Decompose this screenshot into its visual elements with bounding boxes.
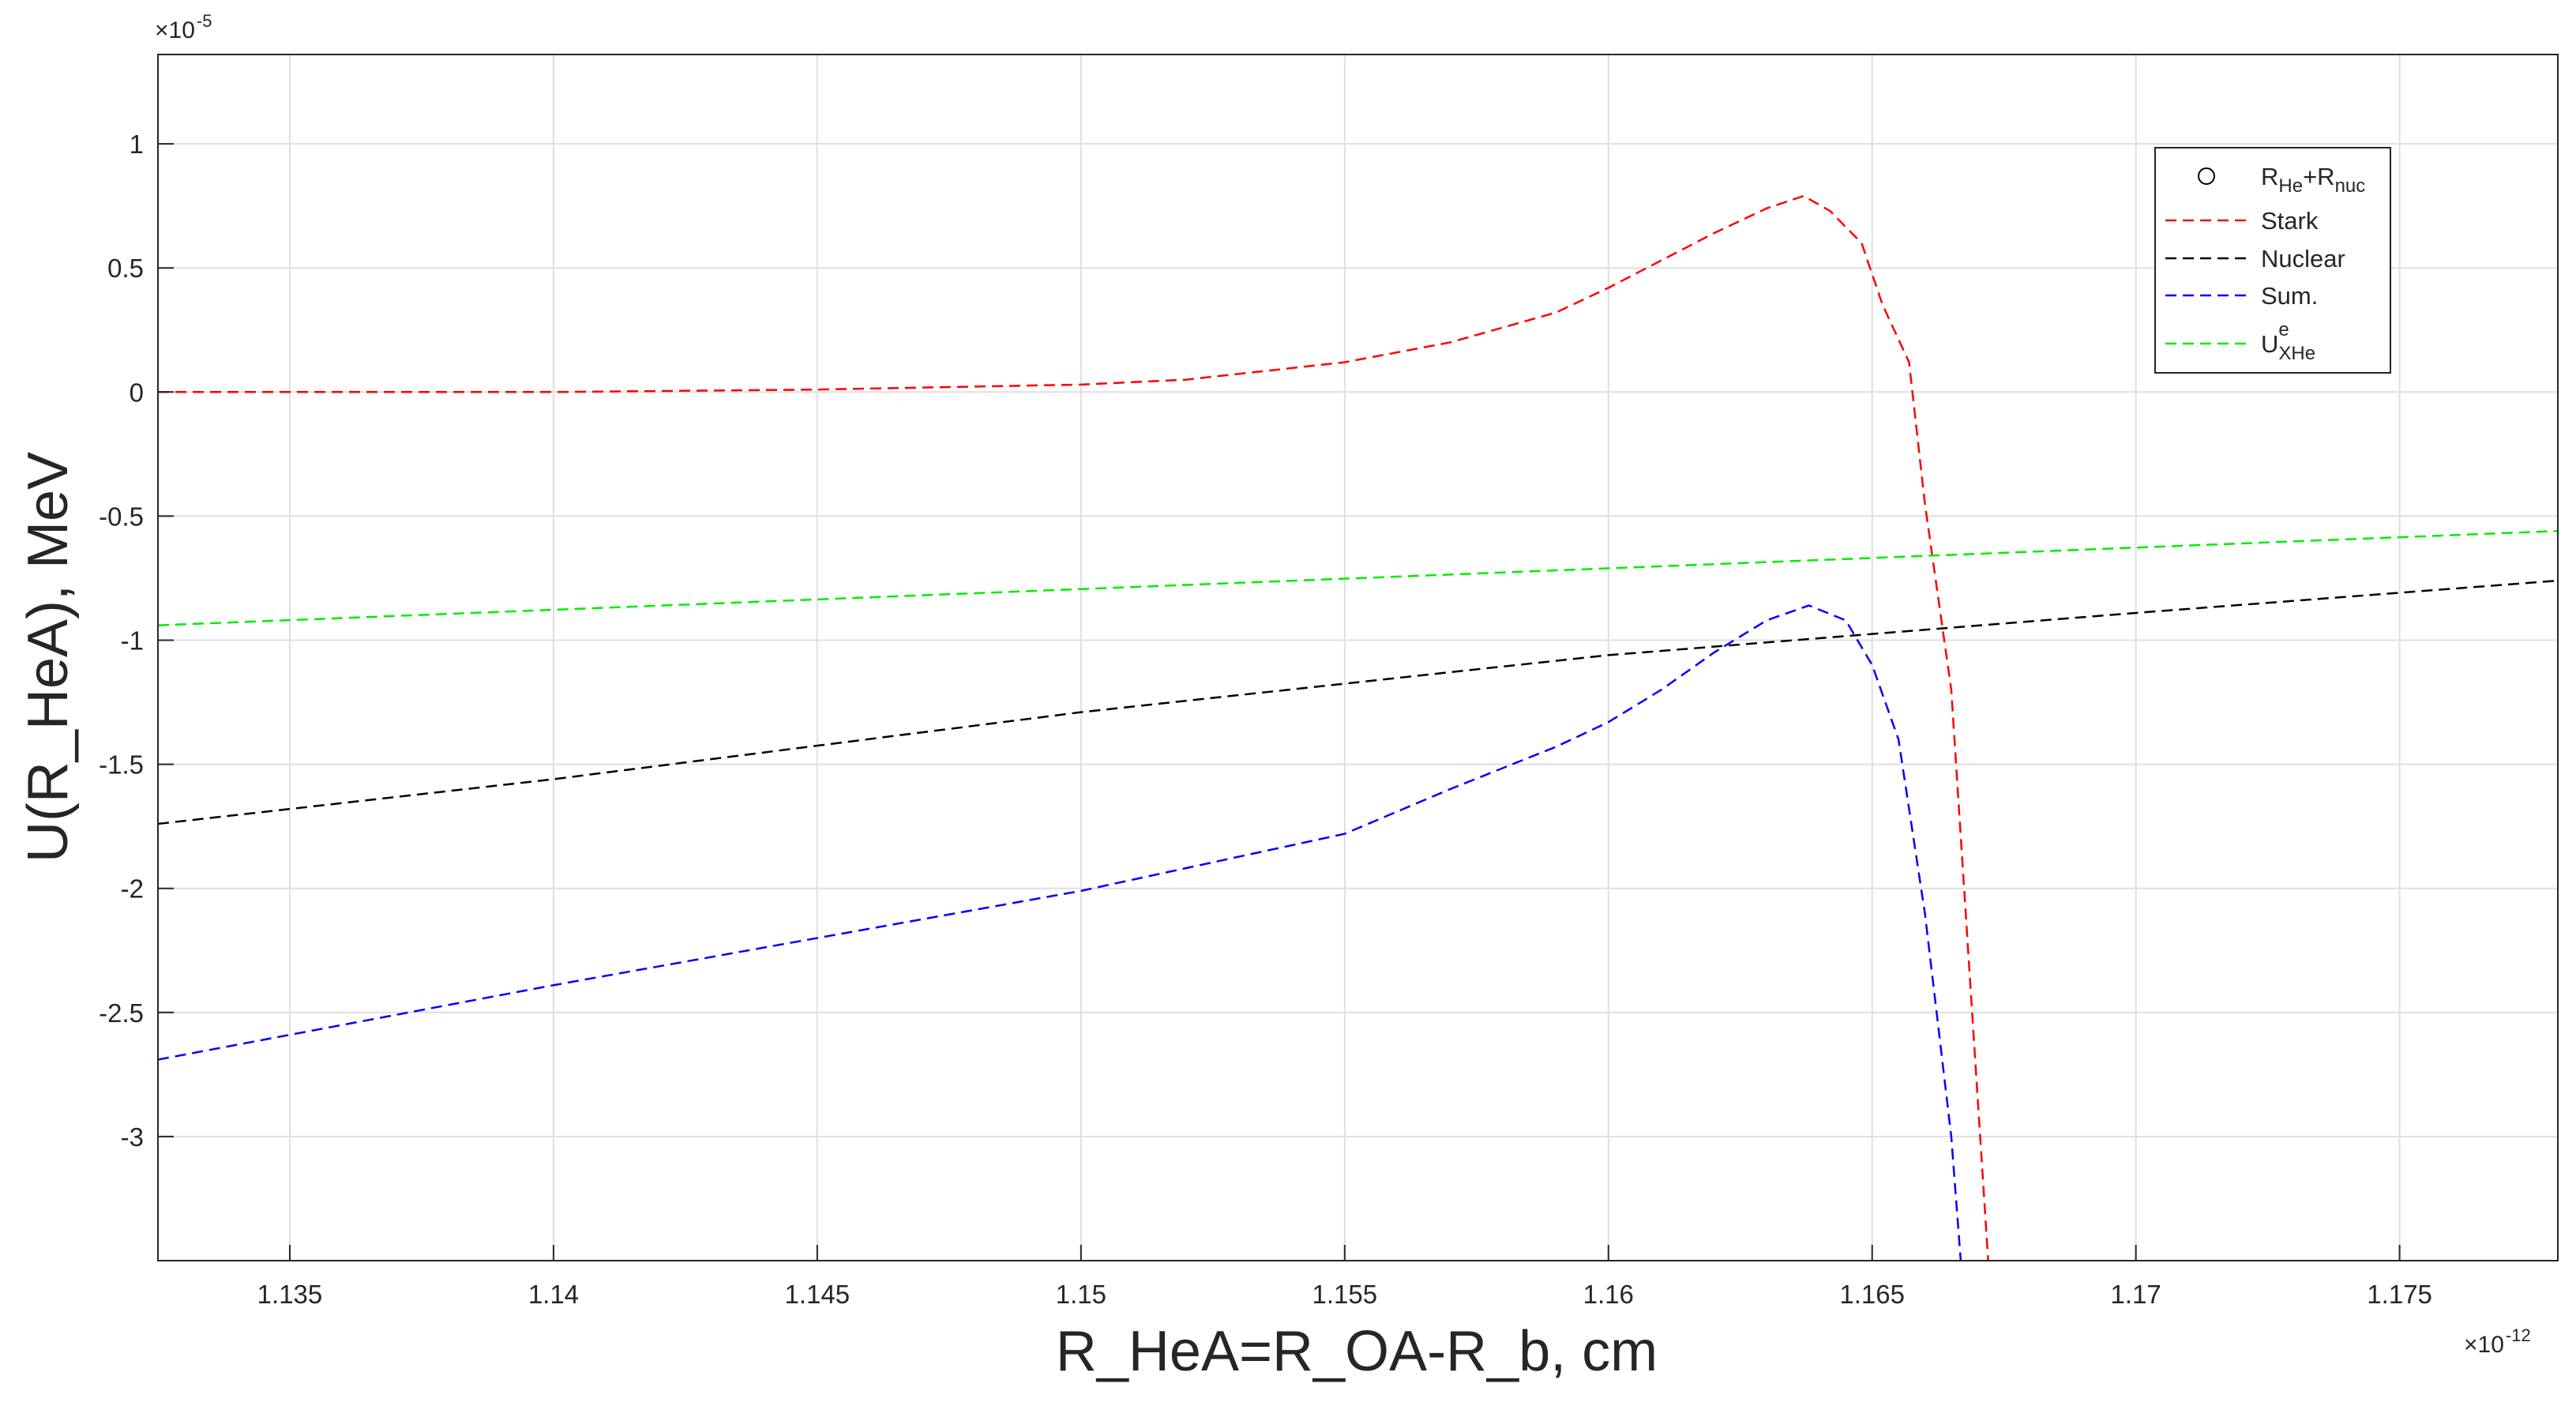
x-tick-label: 1.15 bbox=[1056, 1280, 1106, 1309]
legend-label-part: nuc bbox=[2335, 175, 2366, 197]
legend-label-part: XHe bbox=[2278, 343, 2315, 364]
y-tick-label: 0 bbox=[130, 378, 144, 407]
legend-label-part: He bbox=[2278, 175, 2303, 197]
legend-label-part: e bbox=[2278, 319, 2289, 340]
y-tick-label: -2.5 bbox=[99, 998, 144, 1028]
series-line bbox=[158, 579, 2558, 825]
y-tick-label: 1 bbox=[130, 130, 144, 159]
legend: R He +R nuc Stark Nuclear Sum. Ue XHe bbox=[2154, 147, 2391, 374]
legend-marker bbox=[2198, 167, 2215, 185]
axes-box bbox=[157, 54, 2559, 1261]
legend-label-part: U bbox=[2261, 330, 2278, 358]
x-multiplier-exp: -12 bbox=[2506, 1325, 2531, 1345]
series-line bbox=[158, 604, 1962, 1261]
y-tick-label: -1.5 bbox=[99, 750, 144, 780]
series-lines bbox=[158, 194, 2558, 1261]
y-tick-label: 0.5 bbox=[107, 254, 144, 283]
legend-label: Sum. bbox=[2261, 282, 2318, 310]
legend-label: Nuclear bbox=[2261, 245, 2345, 273]
y-multiplier-exp: -5 bbox=[197, 11, 212, 31]
legend-box bbox=[2154, 147, 2391, 374]
x-tick-label: 1.14 bbox=[528, 1280, 579, 1309]
y-tick-label: -1 bbox=[121, 626, 144, 656]
x-tick-label: 1.135 bbox=[257, 1280, 323, 1309]
x-tick-label: 1.155 bbox=[1312, 1280, 1378, 1309]
x-tick-label: 1.145 bbox=[785, 1280, 851, 1309]
x-tick-label: 1.17 bbox=[2111, 1280, 2161, 1309]
y-multiplier-base: ×10 bbox=[155, 17, 195, 43]
y-tick-label: -0.5 bbox=[99, 502, 144, 531]
series-line bbox=[158, 194, 1989, 1261]
legend-label-part: R bbox=[2261, 163, 2278, 190]
legend-label-part: +R bbox=[2303, 163, 2335, 190]
x-tick-label: 1.175 bbox=[2367, 1280, 2432, 1309]
y-axis-label: U(R_HeA), MeV bbox=[17, 452, 80, 863]
y-tick-label: -3 bbox=[121, 1122, 144, 1152]
x-tick-label: 1.165 bbox=[1839, 1280, 1905, 1309]
x-axis-label: R_HeA=R_OA-R_b, cm bbox=[1056, 1320, 1658, 1383]
x-multiplier-base: ×10 bbox=[2464, 1332, 2504, 1358]
y-tick-label: -2 bbox=[121, 874, 144, 904]
legend-label: Stark bbox=[2261, 207, 2319, 235]
series-line bbox=[158, 530, 2558, 626]
x-tick-label: 1.16 bbox=[1583, 1280, 1634, 1309]
